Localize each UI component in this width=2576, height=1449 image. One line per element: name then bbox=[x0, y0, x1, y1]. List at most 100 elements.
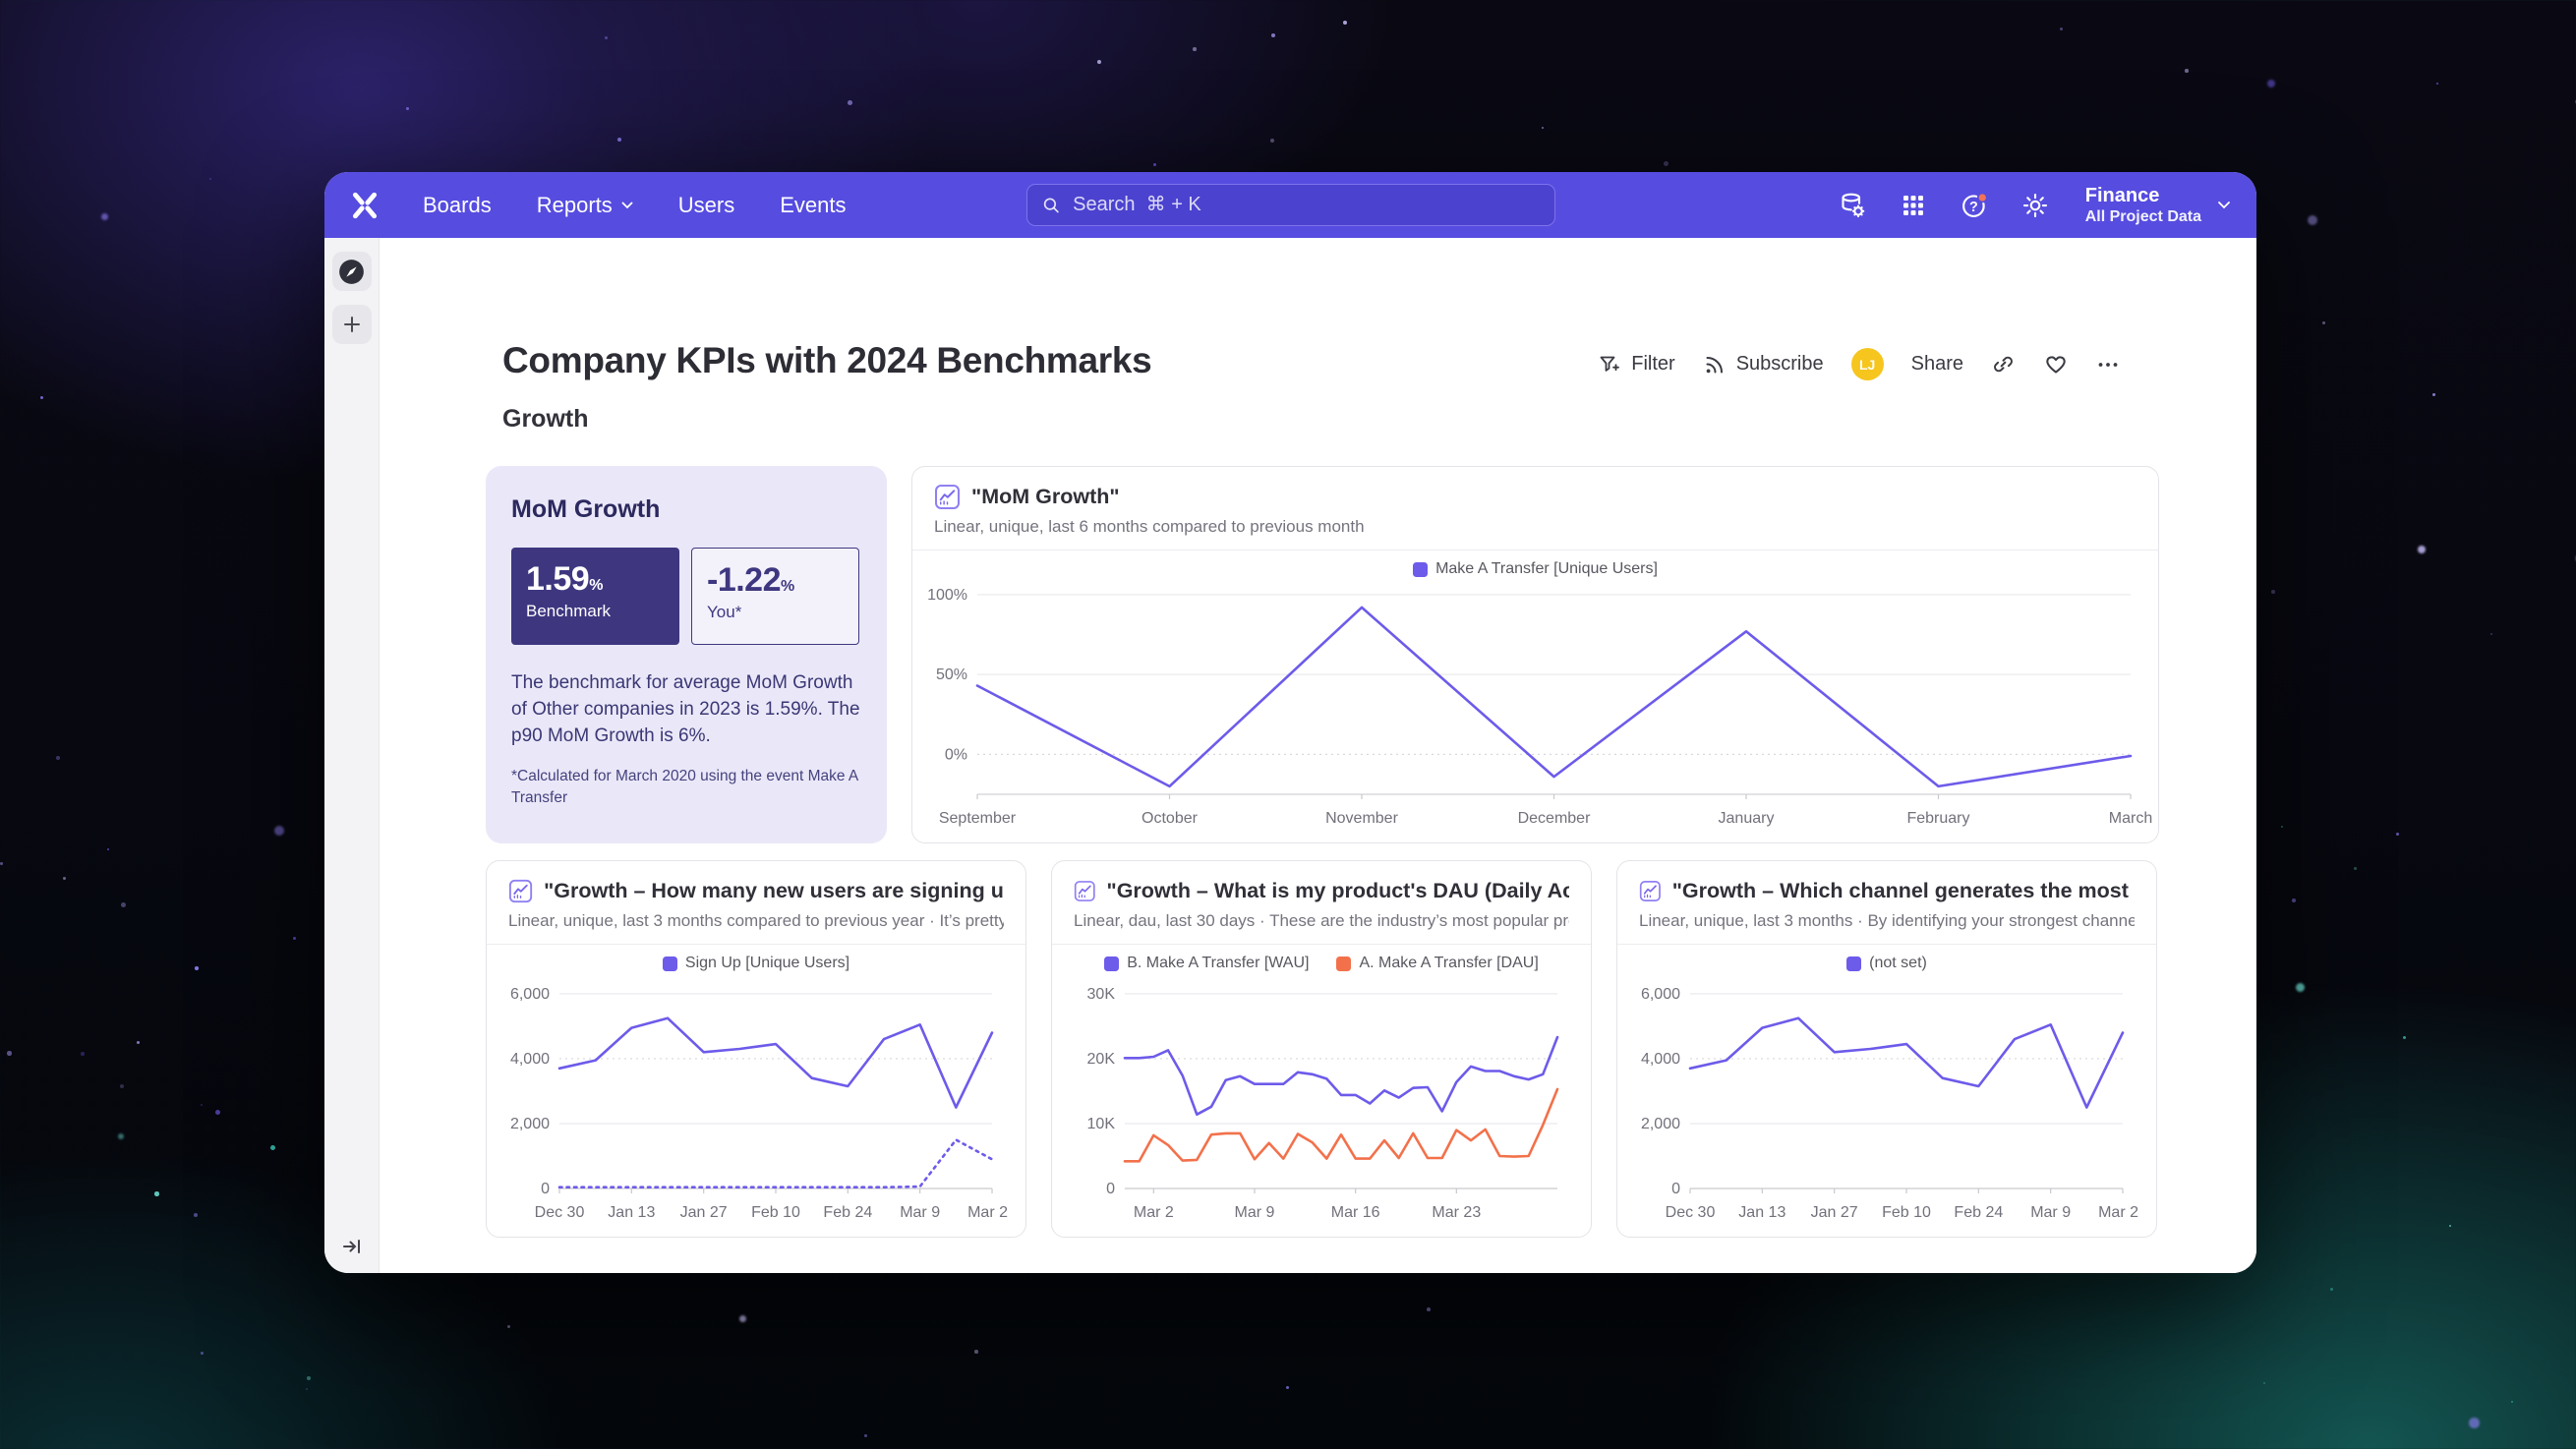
rss-icon bbox=[1706, 356, 1723, 373]
benchmark-stat-label: Benchmark bbox=[526, 602, 611, 620]
svg-text:2,000: 2,000 bbox=[510, 1116, 550, 1132]
legend-label: (not set) bbox=[1869, 955, 1927, 971]
search-bar[interactable] bbox=[1025, 184, 1555, 226]
filter-button[interactable]: Filter bbox=[1598, 353, 1675, 377]
settings-gear-icon[interactable] bbox=[2020, 191, 2050, 220]
svg-text:Mar 9: Mar 9 bbox=[1235, 1204, 1275, 1221]
nav-item-label: Boards bbox=[423, 192, 492, 217]
benchmark-unit: % bbox=[589, 577, 604, 594]
add-board-button[interactable] bbox=[331, 305, 372, 344]
more-options-icon[interactable] bbox=[2096, 353, 2120, 377]
legend-label: A. Make A Transfer [DAU] bbox=[1359, 955, 1539, 971]
chart-card-channels: "Growth – Which channel generates the mo… bbox=[1616, 860, 2157, 1238]
nav-item-label: Events bbox=[780, 192, 847, 217]
nav-item-users[interactable]: Users bbox=[678, 193, 734, 218]
compass-icon bbox=[339, 259, 364, 284]
boards-directory-button[interactable] bbox=[331, 252, 372, 291]
chart-subtitle: Linear, unique, last 3 months compared t… bbox=[508, 911, 1004, 930]
share-label: Share bbox=[1910, 353, 1963, 375]
you-stat: -1.22% You* bbox=[691, 548, 859, 645]
chart-subtitle: Linear, unique, last 6 months compared t… bbox=[934, 517, 1365, 536]
avatar[interactable]: LJ bbox=[1850, 348, 1884, 380]
nav-item-events[interactable]: Events bbox=[780, 193, 846, 218]
legend-swatch bbox=[1104, 956, 1120, 971]
chart-title[interactable]: "Growth – Which channel generates the mo… bbox=[1671, 879, 2135, 902]
nav-item-label: Reports bbox=[536, 192, 613, 217]
legend-item[interactable]: Sign Up [Unique Users] bbox=[662, 955, 849, 972]
svg-text:10K: 10K bbox=[1087, 1116, 1116, 1132]
line-chart-icon bbox=[935, 485, 960, 509]
chart-card-header: "Growth – What is my product's DAU (Dail… bbox=[1052, 861, 1591, 945]
chart-title[interactable]: "MoM Growth" bbox=[971, 485, 1120, 508]
svg-text:Mar 23: Mar 23 bbox=[2098, 1204, 2138, 1221]
svg-text:March: March bbox=[2109, 810, 2152, 827]
svg-text:Mar 9: Mar 9 bbox=[900, 1204, 940, 1221]
new-users-chart: 0 2,000 4,000 6,000 Dec 30 Jan 13 Jan 27 Feb 10… bbox=[510, 986, 1008, 1221]
svg-text:4,000: 4,000 bbox=[510, 1051, 550, 1068]
help-icon[interactable]: ? bbox=[1960, 191, 1989, 220]
legend-label: B. Make A Transfer [WAU] bbox=[1127, 955, 1310, 971]
mom-growth-chart: 0% 50% 100% September October November Decembe… bbox=[927, 587, 2152, 827]
dashboard-content: Filter Subscribe LJ Share bbox=[380, 238, 2256, 1273]
svg-text:2,000: 2,000 bbox=[1641, 1116, 1680, 1132]
svg-text:20K: 20K bbox=[1087, 1051, 1116, 1068]
line-chart-icon bbox=[1074, 881, 1095, 901]
svg-text:Dec 30: Dec 30 bbox=[535, 1204, 585, 1221]
chart-title[interactable]: "Growth – What is my product's DAU (Dail… bbox=[1106, 879, 1569, 902]
legend-swatch bbox=[1336, 956, 1352, 971]
svg-text:November: November bbox=[1325, 810, 1398, 827]
legend-item[interactable]: B. Make A Transfer [WAU] bbox=[1104, 955, 1309, 972]
nav-item-label: Users bbox=[677, 192, 735, 217]
copy-link-icon[interactable] bbox=[1991, 352, 2016, 377]
section-title: Growth bbox=[502, 405, 589, 433]
project-selector[interactable]: Finance All Project Data bbox=[2085, 184, 2231, 226]
svg-text:6,000: 6,000 bbox=[510, 986, 550, 1003]
nav-item-boards[interactable]: Boards bbox=[423, 193, 492, 218]
legend-swatch bbox=[662, 956, 677, 971]
svg-text:Mar 9: Mar 9 bbox=[2030, 1204, 2071, 1221]
svg-text:Feb 10: Feb 10 bbox=[1882, 1204, 1931, 1221]
avatar-initials: LJ bbox=[1858, 356, 1876, 373]
svg-text:February: February bbox=[1906, 810, 1969, 827]
legend-item[interactable]: (not set) bbox=[1846, 955, 1927, 972]
data-management-icon[interactable] bbox=[1838, 191, 1867, 220]
project-subtitle: All Project Data bbox=[2084, 207, 2201, 225]
legend-item[interactable]: Make A Transfer [Unique Users] bbox=[1413, 560, 1658, 578]
apps-grid-icon[interactable] bbox=[1899, 191, 1928, 220]
legend-item[interactable]: A. Make A Transfer [DAU] bbox=[1336, 955, 1539, 972]
board-toolbar: Filter Subscribe LJ Share bbox=[1598, 348, 2120, 380]
notification-dot bbox=[1976, 192, 1988, 203]
svg-text:Mar 23: Mar 23 bbox=[967, 1204, 1008, 1221]
svg-text:Mar 23: Mar 23 bbox=[1432, 1204, 1481, 1221]
svg-text:Jan 27: Jan 27 bbox=[1811, 1204, 1858, 1221]
chart-legend: (not set) bbox=[1617, 955, 2156, 972]
you-stat-label: You* bbox=[707, 603, 742, 621]
svg-text:0%: 0% bbox=[945, 746, 967, 763]
chart-title[interactable]: "Growth – How many new users are signing… bbox=[544, 879, 1004, 902]
subscribe-button[interactable]: Subscribe bbox=[1703, 353, 1824, 377]
svg-text:December: December bbox=[1518, 810, 1591, 827]
svg-text:October: October bbox=[1142, 810, 1199, 827]
svg-text:0: 0 bbox=[1671, 1181, 1680, 1197]
legend-swatch bbox=[1413, 561, 1429, 577]
chart-card-dau: "Growth – What is my product's DAU (Dail… bbox=[1051, 860, 1592, 1238]
page-title: Company KPIs with 2024 Benchmarks bbox=[502, 340, 1152, 380]
subscribe-label: Subscribe bbox=[1735, 353, 1824, 375]
nav-item-reports[interactable]: Reports bbox=[537, 193, 633, 218]
svg-text:Feb 24: Feb 24 bbox=[823, 1204, 872, 1221]
svg-text:100%: 100% bbox=[927, 587, 967, 604]
mixpanel-logo-icon[interactable] bbox=[348, 189, 381, 222]
dau-chart: 0 10K 20K 30K Mar 2 Mar 9 Mar 16 Mar 23 bbox=[1087, 986, 1559, 1221]
top-nav: Boards Reports Users Events bbox=[324, 172, 2256, 238]
channels-chart: 0 2,000 4,000 6,000 Dec 30 Jan 13 Jan 27 Feb 10… bbox=[1641, 986, 2138, 1221]
nav-right-cluster: ? Finance All Project Data bbox=[1838, 184, 2231, 226]
expand-sidebar-button[interactable] bbox=[334, 1232, 370, 1261]
share-button[interactable]: Share bbox=[1911, 353, 1963, 376]
chart-legend: Sign Up [Unique Users] bbox=[487, 955, 1025, 972]
svg-text:Jan 27: Jan 27 bbox=[680, 1204, 728, 1221]
svg-text:30K: 30K bbox=[1087, 986, 1116, 1003]
favorite-heart-icon[interactable] bbox=[2043, 352, 2069, 377]
search-input[interactable] bbox=[1071, 193, 1541, 217]
svg-text:Mar 2: Mar 2 bbox=[1134, 1204, 1174, 1221]
svg-text:Feb 10: Feb 10 bbox=[751, 1204, 800, 1221]
